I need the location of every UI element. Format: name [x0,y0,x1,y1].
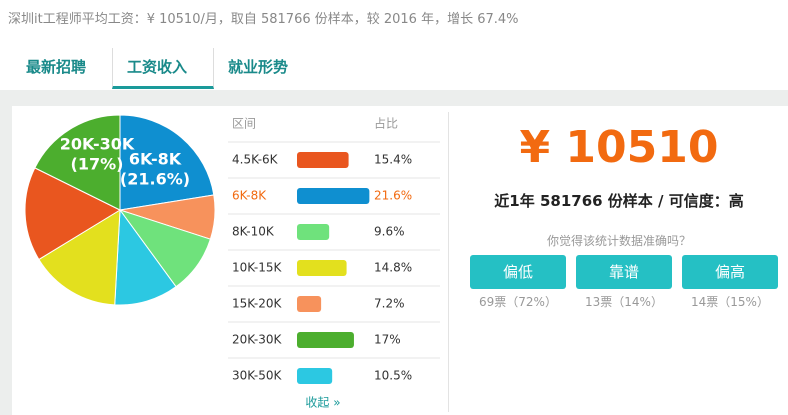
pie-slice [38,209,121,306]
vote-count: 14票（15%） [691,295,769,309]
tab[interactable]: 最新招聘 [26,58,87,76]
pie-label: 20K-30K [60,135,135,154]
salary: ¥ 10510 [519,122,719,173]
share-bar [297,296,322,312]
tab-label: 工资收入 [127,58,188,76]
tab-bar: 最新招聘 工资收入 就业形势 [0,48,788,89]
tab[interactable]: 就业形势 [228,58,289,76]
pie-slice [24,167,122,261]
pie-label: (17%) [71,155,124,174]
pie-label: 6K-8K [129,150,182,169]
share-label: 21.6% [374,189,412,203]
pie-slice [119,114,215,211]
range-label: 15K-20K [232,297,282,311]
share-bar [297,368,333,384]
sample: 近1年 581766 份样本 / 可信度：高 [494,192,744,210]
share-bar [297,332,354,348]
pie-slice [114,208,177,306]
share-label: 15.4% [374,153,412,167]
range-label: 20K-30K [232,333,282,347]
pie-slice [34,114,121,211]
table-header: 占比 [374,116,398,131]
range-label: 4.5K-6K [232,153,279,167]
vote-count: 69票（72%） [479,295,557,309]
tab-active[interactable]: 工资收入 [112,48,214,89]
vote-button[interactable]: 偏高 [682,255,778,289]
range-label: 30K-50K [232,369,282,383]
vote-button[interactable]: 偏低 [470,255,566,289]
pie-label: (21.6%) [120,170,190,189]
share-bar [297,224,330,240]
share-label: 10.5% [374,369,412,383]
vote-button[interactable]: 靠谱 [576,255,672,289]
share-label: 17% [374,333,401,347]
share-bar [297,152,349,168]
range-label: 8K-10K [232,225,275,239]
header-title: 深圳it工程师平均工资：¥ 10510/月，取自 581766 份样本，较 20… [8,12,519,27]
question: 你觉得该统计数据准确吗？ [546,234,691,248]
share-bar [297,188,370,204]
share-label: 9.6% [374,225,405,239]
vote-count: 13票（14%） [585,295,663,309]
divider [448,112,449,412]
share-bar [297,260,347,276]
share-label: 7.2% [374,297,405,311]
range-label: 10K-15K [232,261,282,275]
collapse-link: 收起 » [305,396,340,410]
range-label: 6K-8K [232,189,267,203]
table-header: 区间 [232,117,256,131]
share-label: 14.8% [374,261,412,275]
